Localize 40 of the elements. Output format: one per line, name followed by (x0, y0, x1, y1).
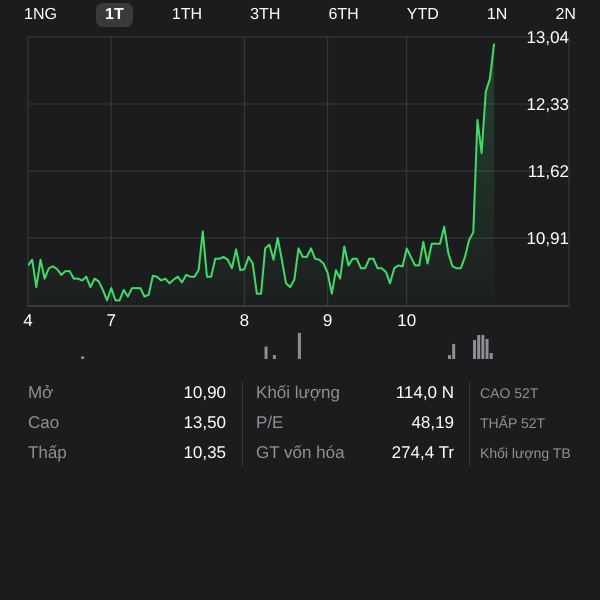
text: 1NG (23, 5, 58, 25)
text: 10,90 (183, 383, 226, 403)
x-tick-label: 10 (397, 311, 416, 330)
bar (272, 355, 276, 359)
text: 1T (96, 3, 133, 27)
text: 1TH (170, 5, 204, 25)
y-tick-label: 12,33 (526, 95, 569, 114)
text: 2N (554, 5, 577, 25)
text: Thấp (28, 443, 67, 463)
text: 3TH (249, 5, 282, 25)
text: Mở (28, 383, 54, 403)
text: 48,19 (411, 413, 454, 433)
bar (477, 335, 480, 359)
text: 10,35 (183, 443, 226, 463)
text: THẤP 52T (480, 414, 546, 433)
bar (264, 346, 268, 359)
y-tick-label: 11,62 (528, 162, 569, 182)
text: 274,4 Tr (392, 443, 454, 463)
y-tick-label: 13,04 (526, 28, 569, 47)
y-tick-label: 10,91 (526, 229, 569, 248)
bar (298, 333, 301, 359)
x-tick-label: 7 (106, 311, 116, 330)
text: Cao (28, 413, 60, 433)
bar (486, 338, 489, 359)
text: P/E (256, 413, 284, 433)
text: GT vốn hóa (256, 443, 345, 463)
text: 114,0 N (396, 383, 454, 403)
text: Khối lượng TB (480, 444, 571, 463)
text: YTD (406, 5, 440, 25)
text: 13,50 (183, 413, 226, 433)
x-tick-label: 4 (23, 311, 33, 330)
x-tick-label: 9 (322, 311, 332, 330)
bar (81, 356, 84, 359)
text: 6TH (327, 5, 360, 25)
text: 1N (486, 5, 508, 25)
x-tick-label: 8 (240, 311, 250, 330)
bar (452, 344, 456, 359)
text: CAO 52T (480, 384, 540, 403)
text: Khối lượng (256, 383, 340, 403)
bar (481, 335, 484, 359)
